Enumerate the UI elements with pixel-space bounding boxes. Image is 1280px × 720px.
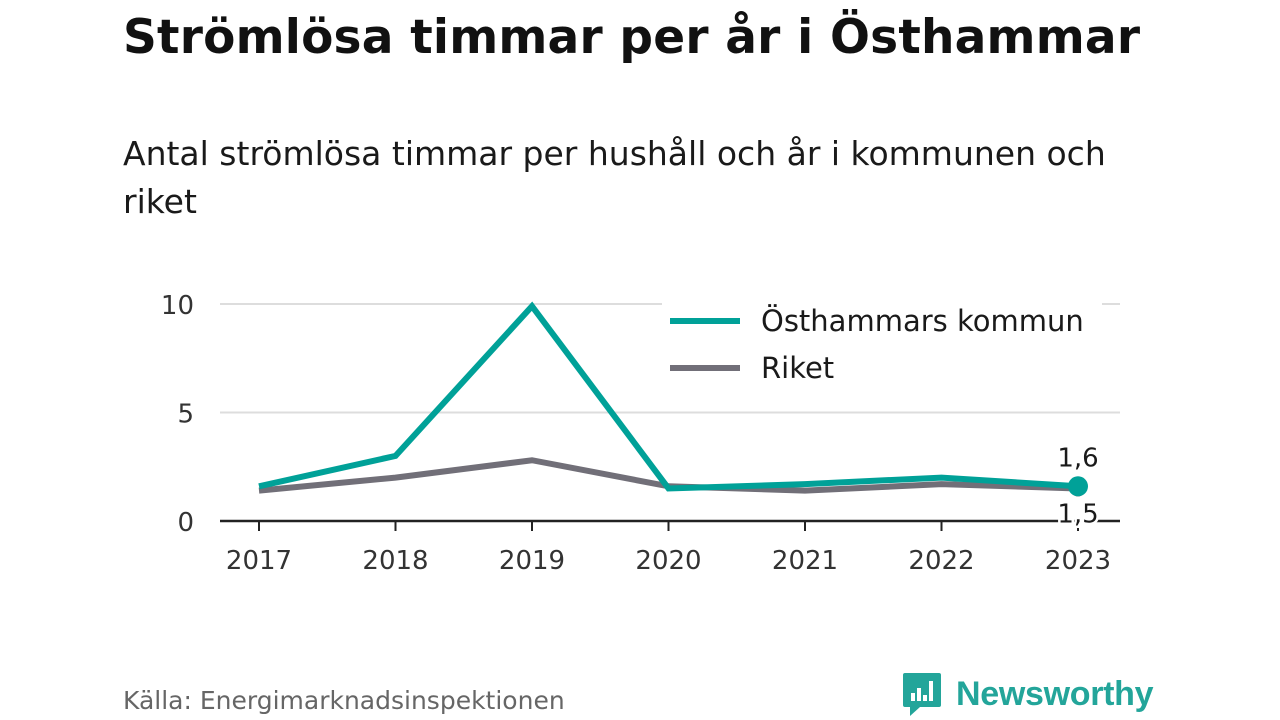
legend-label: Riket xyxy=(761,351,834,385)
x-tick-label: 2023 xyxy=(1045,546,1111,576)
end-label-riket: 1,5 xyxy=(1057,499,1098,529)
newsworthy-logo-icon xyxy=(903,673,941,716)
brand-logo: Newsworthy xyxy=(902,670,1154,718)
x-tick-label: 2020 xyxy=(635,546,701,576)
y-tick-label: 5 xyxy=(177,400,194,430)
end-point-osthammar xyxy=(1068,476,1088,497)
source-note: Källa: Energimarknadsinspektionen xyxy=(123,686,565,715)
series-line-osthammar xyxy=(258,301,1079,492)
x-tick-label: 2022 xyxy=(908,546,974,576)
x-tick-label: 2019 xyxy=(499,546,565,576)
x-tick-label: 2021 xyxy=(772,546,838,576)
end-label-osthammar: 1,6 xyxy=(1057,443,1098,473)
chart-subtitle: Antal strömlösa timmar per hushåll och å… xyxy=(123,134,1106,221)
y-tick-label: 10 xyxy=(161,291,194,321)
brand-name: Newsworthy xyxy=(956,674,1154,713)
legend-label: Östhammars kommun xyxy=(761,304,1084,338)
x-tick-label: 2018 xyxy=(362,546,428,576)
x-tick-label: 2017 xyxy=(226,546,292,576)
chart-title: Strömlösa timmar per år i Östhammar xyxy=(123,10,1141,65)
y-tick-label: 0 xyxy=(177,508,194,538)
legend-background xyxy=(662,296,1102,396)
